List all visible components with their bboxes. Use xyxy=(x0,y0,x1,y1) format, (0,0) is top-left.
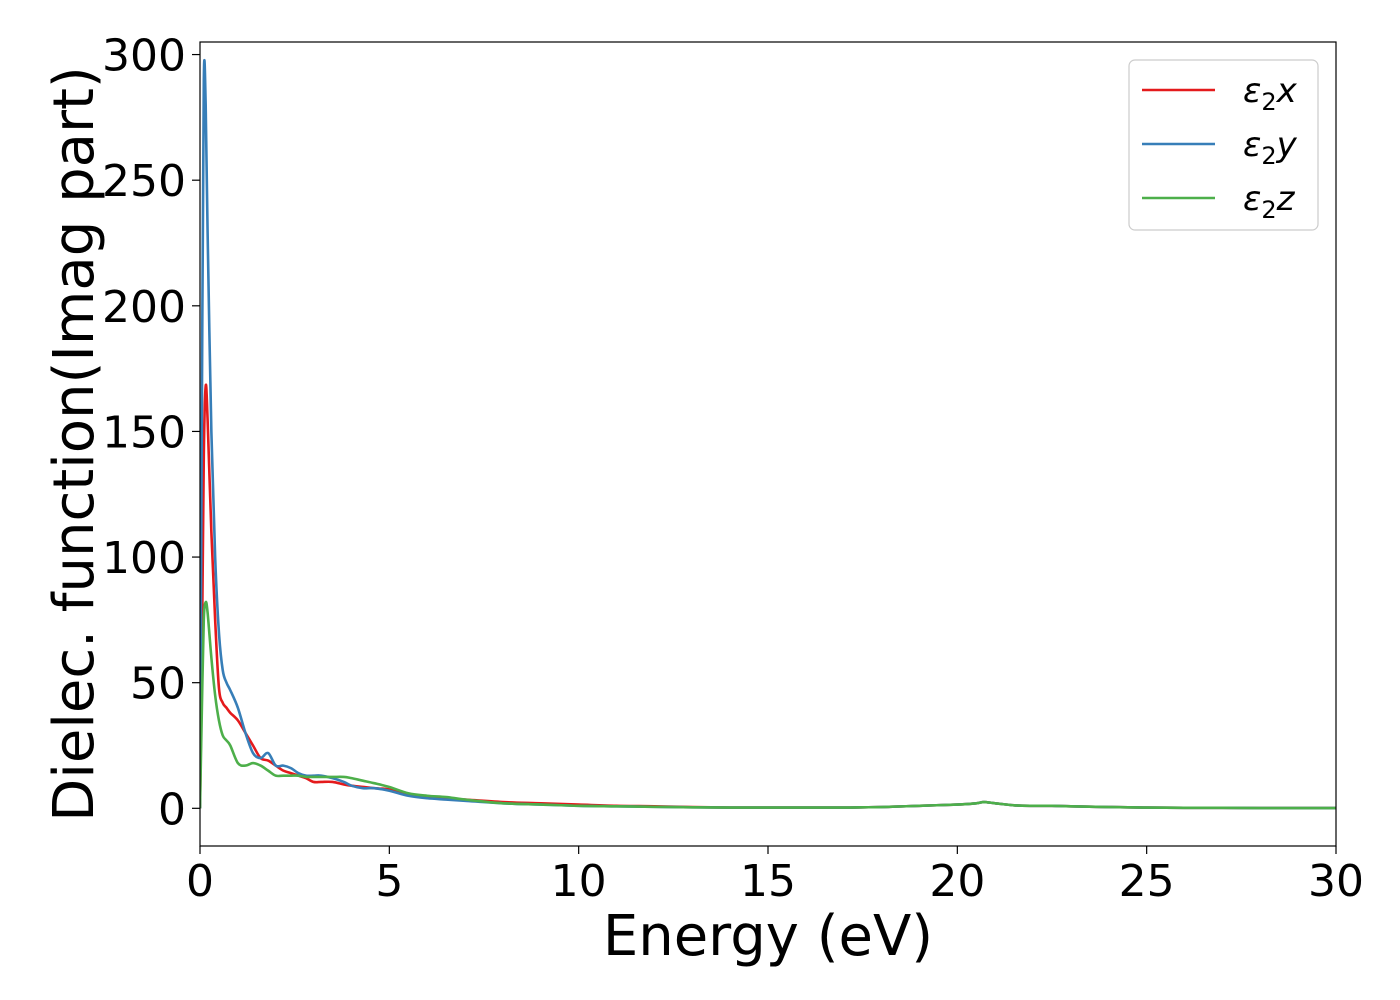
y-tick-label: 0 xyxy=(158,784,186,835)
x-tick-label: 20 xyxy=(929,856,985,907)
x-tick-label: 10 xyxy=(551,856,607,907)
y-tick-label: 100 xyxy=(102,533,186,584)
series-line-z xyxy=(200,600,1336,810)
x-tick-label: 30 xyxy=(1308,856,1364,907)
y-tick-label: 250 xyxy=(102,156,186,207)
y-tick-label: 300 xyxy=(102,31,186,82)
legend-item-y: ε2y xyxy=(1142,125,1298,170)
series-layer xyxy=(200,58,1336,810)
y-tick-label: 200 xyxy=(102,282,186,333)
x-tick-label: 15 xyxy=(740,856,796,907)
series-line-x xyxy=(200,383,1336,810)
legend-label: ε2z xyxy=(1243,179,1296,224)
legend-item-z: ε2z xyxy=(1142,179,1296,224)
legend-item-x: ε2x xyxy=(1142,71,1298,116)
x-axis-title: Energy (eV) xyxy=(603,904,933,969)
legend-label: ε2y xyxy=(1243,125,1298,170)
x-tick-label: 5 xyxy=(375,856,403,907)
y-tick-label: 150 xyxy=(102,407,186,458)
y-tick-label: 50 xyxy=(130,659,186,710)
x-tick-label: 25 xyxy=(1119,856,1175,907)
legend-box xyxy=(1128,59,1319,231)
legend: ε2x ε2y ε2z xyxy=(1128,59,1319,231)
y-axis-title: Dielec. function(Imag part) xyxy=(42,66,107,822)
legend-label: ε2x xyxy=(1243,71,1298,116)
x-tick-label: 0 xyxy=(186,856,214,907)
